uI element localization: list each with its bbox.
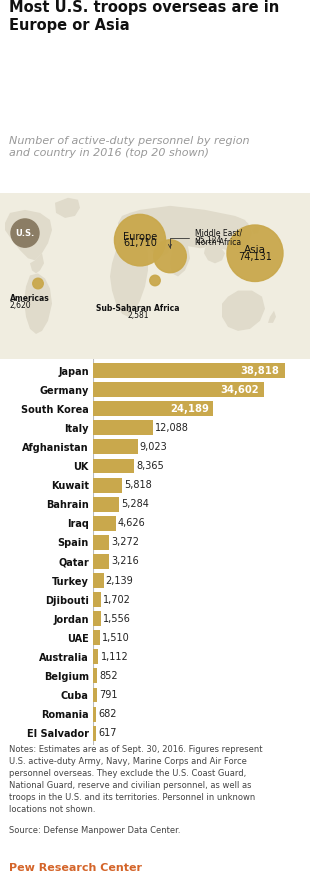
Bar xyxy=(93,668,97,683)
Bar xyxy=(93,420,153,435)
Text: Source: Defense Manpower Data Center.: Source: Defense Manpower Data Center. xyxy=(9,826,181,835)
Polygon shape xyxy=(126,206,250,248)
Polygon shape xyxy=(170,240,190,277)
Polygon shape xyxy=(148,237,170,257)
Text: 2,139: 2,139 xyxy=(106,576,133,585)
Bar xyxy=(93,707,96,722)
Text: 5,284: 5,284 xyxy=(121,499,149,509)
Text: 2,620: 2,620 xyxy=(10,300,32,309)
Text: 791: 791 xyxy=(99,690,117,700)
Bar xyxy=(93,516,116,531)
Text: Most U.S. troops overseas are in
Europe or Asia: Most U.S. troops overseas are in Europe … xyxy=(9,0,280,33)
Text: 24,189: 24,189 xyxy=(170,404,209,413)
Text: Middle East/
North Africa: Middle East/ North Africa xyxy=(168,228,242,248)
Polygon shape xyxy=(110,237,148,317)
Polygon shape xyxy=(268,311,276,323)
Text: 3,216: 3,216 xyxy=(111,556,139,567)
Polygon shape xyxy=(118,213,152,238)
Text: Notes: Estimates are as of Sept. 30, 2016. Figures represent
U.S. active-duty Ar: Notes: Estimates are as of Sept. 30, 201… xyxy=(9,745,263,815)
Text: 1,556: 1,556 xyxy=(103,614,131,624)
Bar xyxy=(93,573,104,588)
Text: 8,365: 8,365 xyxy=(136,461,164,471)
Bar xyxy=(93,401,213,416)
Polygon shape xyxy=(24,273,52,334)
Bar xyxy=(93,688,97,703)
Polygon shape xyxy=(252,226,260,234)
Text: 34,602: 34,602 xyxy=(220,385,259,395)
Text: 61,710: 61,710 xyxy=(123,238,157,248)
Polygon shape xyxy=(204,244,225,264)
Text: U.S.: U.S. xyxy=(16,229,35,237)
Polygon shape xyxy=(5,210,52,260)
Text: Number of active-duty personnel by region
and country in 2016 (top 20 shown): Number of active-duty personnel by regio… xyxy=(9,136,250,159)
Text: Pew Research Center: Pew Research Center xyxy=(9,863,142,872)
Text: 4,626: 4,626 xyxy=(118,519,146,528)
Bar xyxy=(93,535,109,550)
Bar xyxy=(93,631,100,646)
Circle shape xyxy=(33,279,43,289)
Bar xyxy=(93,440,138,455)
Polygon shape xyxy=(55,198,80,218)
Text: 1,510: 1,510 xyxy=(102,632,130,643)
Bar xyxy=(93,725,96,740)
Circle shape xyxy=(154,240,186,272)
Text: 74,131: 74,131 xyxy=(238,252,272,262)
Polygon shape xyxy=(222,291,265,331)
Text: 1,702: 1,702 xyxy=(104,595,131,604)
Text: 852: 852 xyxy=(99,671,118,681)
Text: 617: 617 xyxy=(98,728,117,738)
Bar xyxy=(93,477,122,492)
Circle shape xyxy=(227,225,283,281)
Bar xyxy=(93,382,264,397)
Text: 5,818: 5,818 xyxy=(124,480,152,490)
Text: Americas: Americas xyxy=(10,293,50,302)
Bar xyxy=(93,649,99,664)
Text: Asia: Asia xyxy=(244,245,266,255)
Text: Europe: Europe xyxy=(123,232,157,242)
Text: 25,124: 25,124 xyxy=(195,237,221,245)
Text: 3,272: 3,272 xyxy=(111,537,139,548)
Text: 682: 682 xyxy=(98,709,117,719)
Text: 38,818: 38,818 xyxy=(240,365,279,376)
Circle shape xyxy=(150,275,160,286)
Text: 1,112: 1,112 xyxy=(100,652,128,662)
Text: 9,023: 9,023 xyxy=(140,442,167,452)
Circle shape xyxy=(11,219,39,247)
Polygon shape xyxy=(212,218,252,251)
Circle shape xyxy=(114,215,166,266)
Polygon shape xyxy=(30,253,44,273)
Bar xyxy=(93,458,134,473)
Text: Sub-Saharan Africa: Sub-Saharan Africa xyxy=(96,304,180,313)
Text: 12,088: 12,088 xyxy=(155,423,188,433)
Bar xyxy=(93,611,101,626)
Bar xyxy=(93,592,101,607)
Bar xyxy=(93,364,285,378)
Text: 2,581: 2,581 xyxy=(127,311,149,320)
Bar xyxy=(93,554,109,569)
Bar xyxy=(93,497,119,512)
